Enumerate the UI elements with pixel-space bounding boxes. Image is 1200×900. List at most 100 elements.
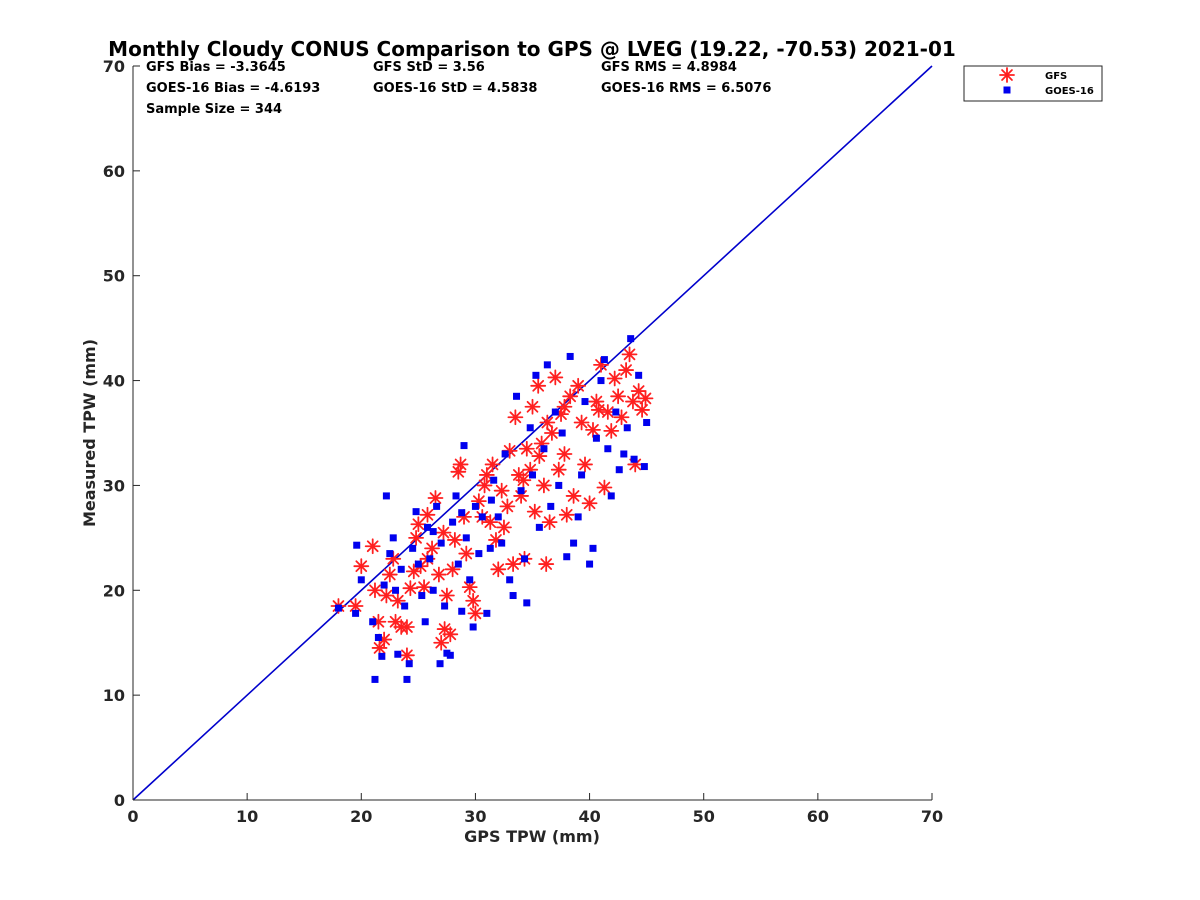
goes-point bbox=[403, 675, 411, 683]
goes-point bbox=[452, 492, 460, 500]
stats-block: GFS Bias = -3.3645 GOES-16 Bias = -4.619… bbox=[146, 60, 771, 117]
gfs-point bbox=[476, 477, 493, 494]
gfs-point bbox=[596, 479, 613, 496]
goes-point bbox=[475, 550, 483, 558]
goes-point bbox=[612, 408, 620, 416]
gfs-point bbox=[556, 446, 573, 462]
goes-point bbox=[369, 618, 377, 626]
goes-point bbox=[532, 371, 540, 379]
legend-gfs-label: GFS bbox=[1045, 71, 1067, 82]
gfs-point bbox=[493, 482, 510, 499]
goes-point bbox=[418, 592, 426, 600]
gfs-point bbox=[450, 463, 467, 480]
gfs-point bbox=[538, 556, 555, 572]
goes-point bbox=[357, 576, 365, 584]
goes-point bbox=[566, 352, 574, 360]
goes-point bbox=[412, 508, 420, 516]
gfs-point bbox=[419, 506, 436, 523]
goes-std-stat: GOES-16 StD = 4.5838 bbox=[373, 81, 537, 96]
gfs-point bbox=[435, 524, 452, 541]
gfs-point bbox=[458, 545, 475, 562]
goes-point bbox=[597, 377, 605, 385]
legend-gfs-asterisk-icon bbox=[999, 67, 1015, 83]
goes-point bbox=[486, 544, 494, 552]
gfs-point bbox=[431, 566, 447, 583]
goes-point bbox=[429, 528, 437, 536]
goes-point bbox=[436, 660, 444, 668]
goes-point bbox=[334, 604, 342, 612]
legend-goes-square-icon bbox=[1003, 86, 1011, 94]
goes-point bbox=[521, 555, 529, 563]
gfs-point bbox=[590, 402, 607, 418]
x-tick-label: 40 bbox=[578, 807, 600, 826]
goes-point bbox=[352, 609, 360, 617]
goes-point bbox=[392, 586, 400, 594]
goes-point bbox=[607, 492, 615, 500]
goes-point bbox=[551, 408, 559, 416]
gfs-point bbox=[416, 579, 432, 596]
gfs-point bbox=[536, 477, 552, 494]
goes-point bbox=[405, 660, 413, 668]
goes-point bbox=[592, 434, 600, 442]
x-tick-label: 10 bbox=[236, 807, 258, 826]
y-tick-label: 30 bbox=[103, 476, 125, 495]
legend-goes-label: GOES-16 bbox=[1045, 86, 1094, 97]
goes-point bbox=[437, 539, 445, 547]
goes-point bbox=[604, 445, 612, 453]
gfs-point bbox=[381, 566, 398, 583]
goes-point bbox=[429, 586, 437, 594]
gfs-point bbox=[526, 503, 543, 520]
gfs-point bbox=[556, 398, 573, 415]
gfs-point bbox=[467, 605, 484, 622]
goes-point bbox=[558, 429, 566, 437]
gfs-point bbox=[621, 346, 638, 363]
goes-point bbox=[570, 539, 578, 547]
gfs-point bbox=[565, 488, 582, 504]
goes-point bbox=[423, 523, 431, 531]
one-to-one-reference-line bbox=[132, 65, 933, 801]
gfs-point bbox=[541, 514, 558, 531]
gfs-point bbox=[496, 519, 512, 536]
y-tick-label: 40 bbox=[103, 372, 125, 391]
goes-point bbox=[382, 492, 390, 500]
goes-point bbox=[433, 502, 441, 510]
gfs-bias-stat: GFS Bias = -3.3645 bbox=[146, 60, 286, 75]
goes-point bbox=[469, 623, 477, 631]
y-tick-label: 50 bbox=[103, 267, 125, 286]
goes-point bbox=[394, 650, 402, 658]
gfs-point bbox=[547, 369, 564, 386]
goes-point bbox=[643, 419, 651, 427]
goes-point bbox=[615, 466, 623, 474]
gfs-point bbox=[634, 402, 650, 418]
gfs-std-stat: GFS StD = 3.56 bbox=[373, 60, 485, 75]
goes-point bbox=[589, 544, 597, 552]
goes-point bbox=[506, 576, 514, 584]
gfs-point bbox=[399, 619, 415, 635]
goes-point bbox=[458, 607, 466, 615]
gfs-point bbox=[371, 640, 388, 656]
gfs-point bbox=[433, 634, 450, 651]
goes-point bbox=[441, 602, 449, 610]
goes-point bbox=[454, 560, 462, 568]
chart-title: Monthly Cloudy CONUS Comparison to GPS @… bbox=[108, 37, 956, 61]
x-tick-label: 0 bbox=[127, 807, 138, 826]
gfs-point bbox=[499, 498, 516, 515]
gfs-point bbox=[518, 440, 535, 457]
gfs-point bbox=[484, 456, 501, 473]
goes-point bbox=[449, 518, 457, 526]
gfs-point bbox=[558, 506, 575, 523]
gfs-point bbox=[531, 448, 548, 464]
goes-point bbox=[600, 356, 608, 364]
x-tick-label: 60 bbox=[807, 807, 829, 826]
gfs-point bbox=[562, 388, 579, 405]
goes-point bbox=[466, 576, 474, 584]
goes-point bbox=[389, 534, 397, 542]
goes-point bbox=[401, 602, 409, 610]
goes-point bbox=[513, 392, 521, 400]
gfs-point bbox=[606, 370, 623, 387]
goes-point bbox=[380, 581, 388, 589]
gfs-point bbox=[544, 425, 560, 441]
goes-point bbox=[374, 633, 382, 641]
goes-point bbox=[630, 455, 638, 463]
gfs-point bbox=[618, 362, 634, 378]
